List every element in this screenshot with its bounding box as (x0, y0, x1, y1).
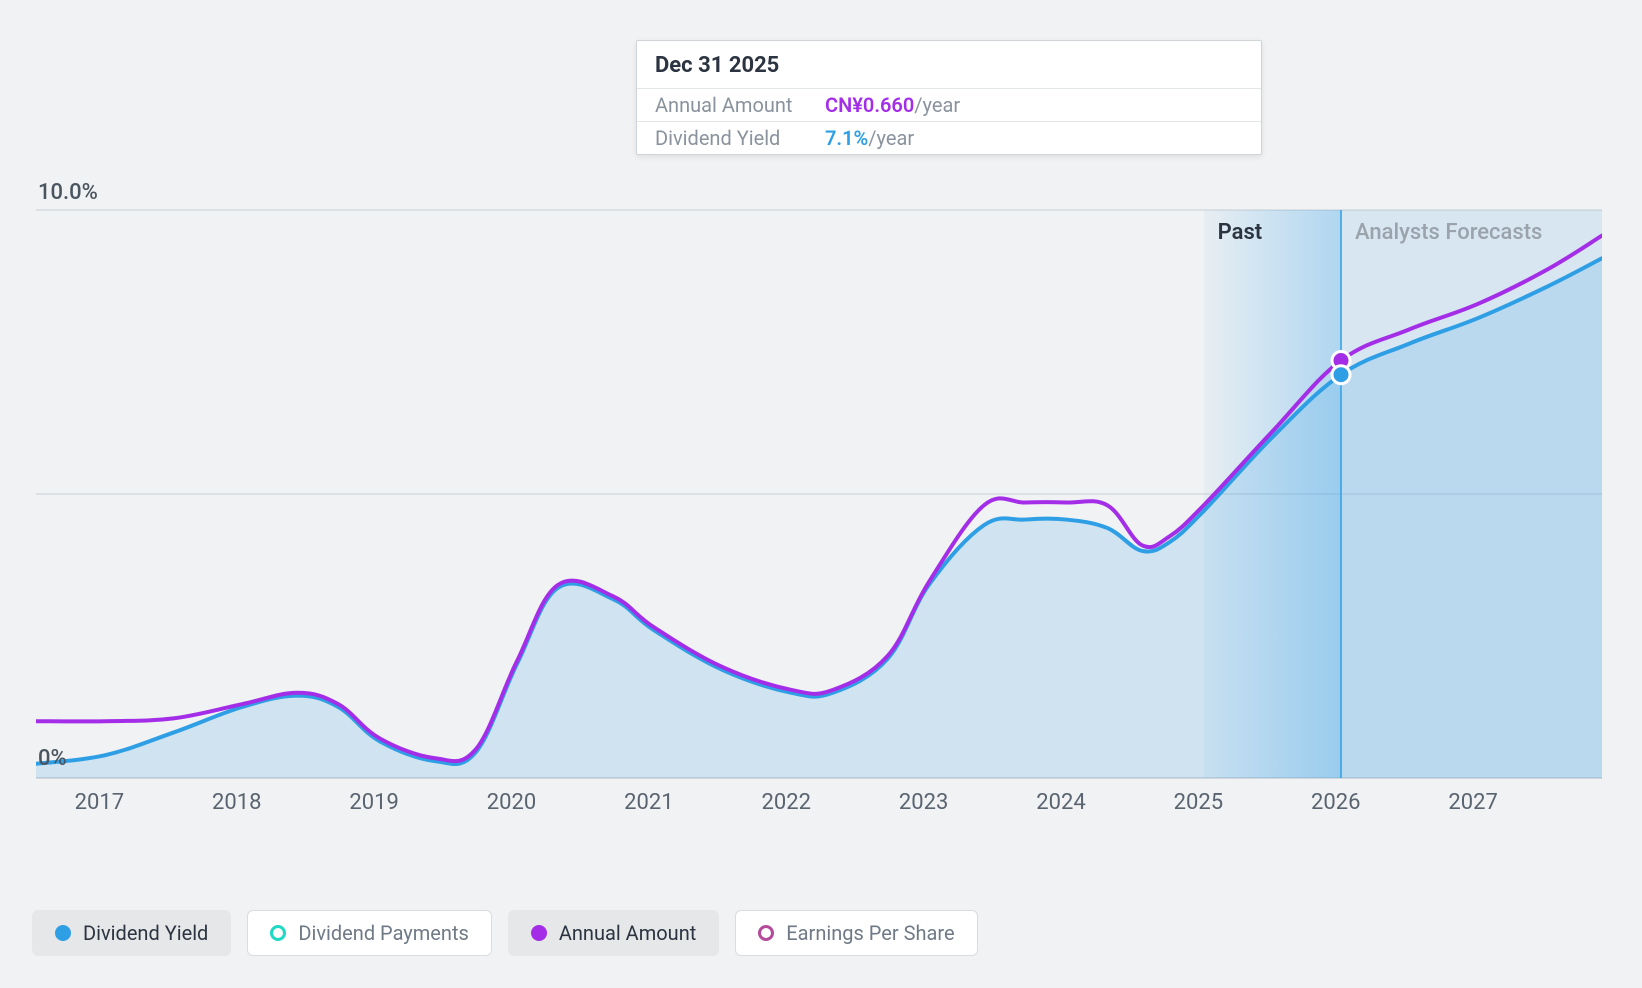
chart-legend: Dividend Yield Dividend Payments Annual Am… (32, 910, 978, 956)
x-tick-label: 2023 (899, 790, 948, 815)
x-tick-label: 2017 (75, 790, 124, 815)
tooltip-row-value: CN¥0.660/year (825, 93, 960, 117)
legend-item-dividend_yield[interactable]: Dividend Yield (32, 910, 231, 956)
chart-tooltip: Dec 31 2025 Annual AmountCN¥0.660/yearDi… (636, 40, 1262, 155)
tooltip-row: Dividend Yield7.1%/year (637, 121, 1261, 154)
legend-marker-icon (270, 925, 286, 941)
legend-item-dividend_payments[interactable]: Dividend Payments (247, 910, 491, 956)
legend-marker-icon (55, 925, 71, 941)
x-tick-label: 2020 (487, 790, 536, 815)
x-tick-label: 2027 (1448, 790, 1497, 815)
legend-item-label: Dividend Payments (298, 921, 468, 945)
x-tick-label: 2021 (624, 790, 673, 815)
legend-marker-icon (758, 925, 774, 941)
y-tick-label: 0% (0, 746, 78, 771)
x-tick-label: 2018 (212, 790, 261, 815)
legend-item-annual_amount[interactable]: Annual Amount (508, 910, 719, 956)
tooltip-date: Dec 31 2025 (637, 41, 1261, 88)
tooltip-row-label: Annual Amount (655, 93, 825, 117)
y-tick-label: 10.0% (0, 180, 78, 205)
x-tick-label: 2025 (1174, 790, 1223, 815)
tooltip-row-value: 7.1%/year (825, 126, 914, 150)
tooltip-row-label: Dividend Yield (655, 126, 825, 150)
legend-item-eps[interactable]: Earnings Per Share (735, 910, 977, 956)
dividend-chart: 0% 10.0% 2017 2018 2019 2020 2021 2022 2023 2024… (0, 0, 1642, 988)
x-tick-label: 2022 (762, 790, 811, 815)
legend-marker-icon (531, 925, 547, 941)
x-tick-label: 2026 (1311, 790, 1360, 815)
tooltip-row: Annual AmountCN¥0.660/year (637, 88, 1261, 121)
legend-item-label: Annual Amount (559, 921, 696, 945)
x-tick-label: 2019 (349, 790, 398, 815)
legend-item-label: Earnings Per Share (786, 921, 954, 945)
x-tick-label: 2024 (1036, 790, 1085, 815)
legend-item-label: Dividend Yield (83, 921, 208, 945)
